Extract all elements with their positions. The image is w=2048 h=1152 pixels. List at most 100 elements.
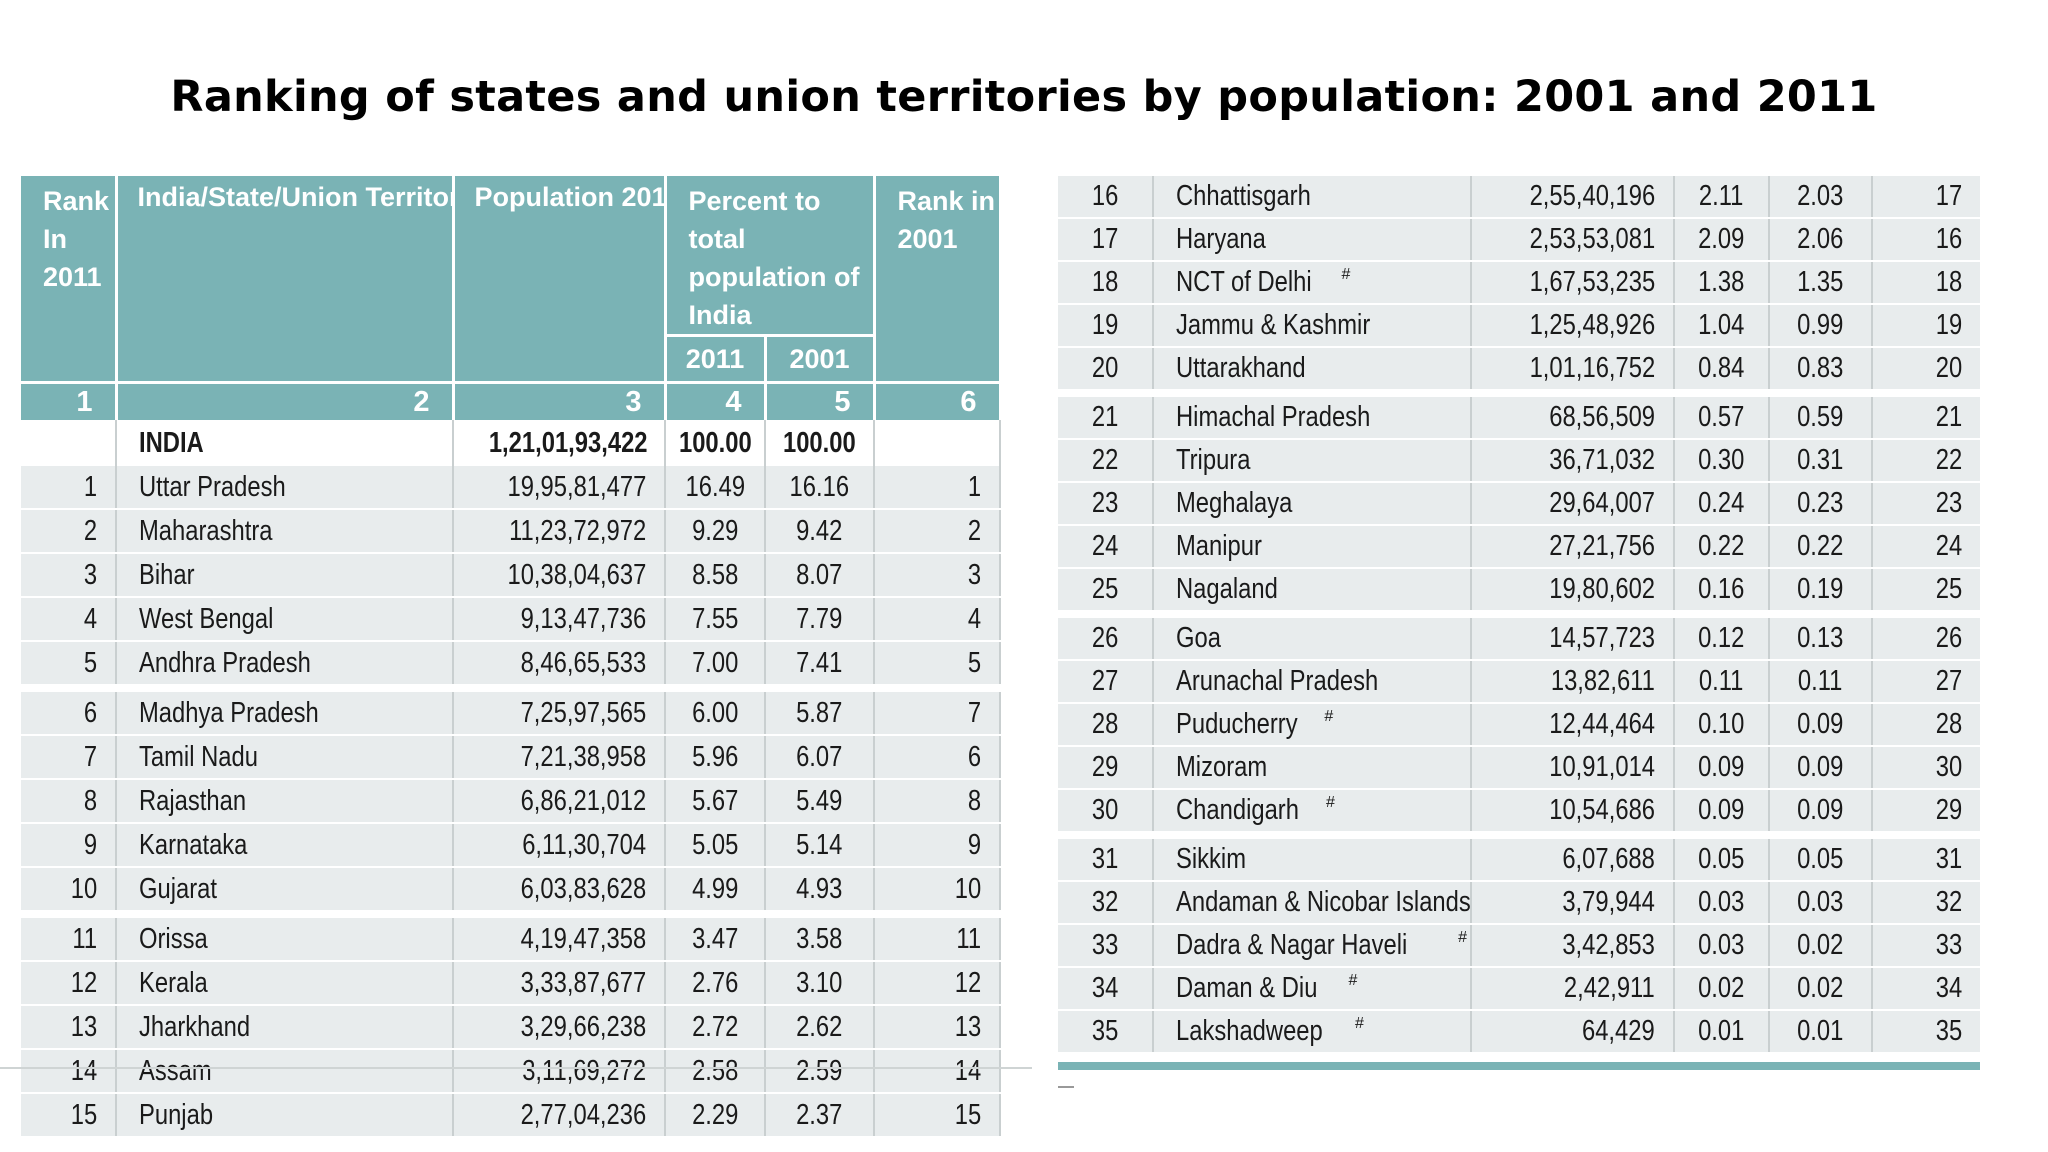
- territory-name-cell: Uttarakhand: [1153, 347, 1472, 394]
- header-year-2001: 2001: [765, 334, 876, 383]
- percent-2001-cell: 0.59: [1769, 389, 1873, 440]
- territory-name-cell: Goa: [1153, 610, 1472, 661]
- rank-2001-cell: 1: [874, 466, 1001, 510]
- percent-2011-cell: 0.02: [1674, 967, 1770, 1011]
- table-row: 23 Meghalaya 29,64,007 0.24 0.23 23: [1058, 482, 1980, 526]
- rank-2011-cell: 3: [21, 553, 117, 598]
- population-cell: 12,44,464: [1471, 703, 1675, 747]
- territory-name-cell: Haryana: [1153, 218, 1472, 262]
- population-cell: 4,19,47,358: [453, 910, 666, 962]
- territory-name-cell: Kerala: [116, 961, 454, 1006]
- rank-2001-cell: 22: [1872, 439, 1980, 483]
- percent-2001-cell: 7.41: [765, 641, 875, 689]
- percent-2011-cell: 0.22: [1674, 525, 1770, 569]
- territory-name-cell: West Bengal: [116, 597, 454, 642]
- rank-2001-cell: 6: [874, 735, 1001, 780]
- rank-2011-cell: 25: [1058, 568, 1154, 615]
- rank-2011-cell: 5: [21, 641, 117, 689]
- table-row: 20 Uttarakhand 1,01,16,752 0.84 0.83 20: [1058, 347, 1980, 394]
- percent-2011-cell: 0.24: [1674, 482, 1770, 526]
- percent-2011-cell: 0.16: [1674, 568, 1770, 615]
- territory-name-cell: NCT of Delhi #: [1153, 261, 1472, 305]
- table-row: 15 Punjab 2,77,04,236 2.29 2.37 15: [21, 1093, 1001, 1138]
- percent-2001-cell: 3.58: [765, 910, 875, 962]
- table-row: 27 Arunachal Pradesh 13,82,611 0.11 0.11 27: [1058, 660, 1980, 704]
- india-label: INDIA: [116, 420, 454, 466]
- rank-2001-cell: 24: [1872, 525, 1980, 569]
- rank-2011-cell: 27: [1058, 660, 1154, 704]
- percent-2001-cell: 5.49: [765, 779, 875, 824]
- table-row: 7 Tamil Nadu 7,21,38,958 5.96 6.07 6: [21, 735, 1001, 780]
- rank-2001-cell: 32: [1872, 881, 1980, 925]
- percent-2011-cell: 0.10: [1674, 703, 1770, 747]
- territory-name-cell: Himachal Pradesh: [1153, 389, 1472, 440]
- percent-2001-cell: 0.83: [1769, 347, 1873, 394]
- territory-name-cell: Tamil Nadu: [116, 735, 454, 780]
- percent-2011-cell: 7.55: [665, 597, 766, 642]
- percent-2011-cell: 1.38: [1674, 261, 1770, 305]
- percent-2001-cell: 9.42: [765, 509, 875, 554]
- territory-name-cell: Jammu & Kashmir: [1153, 304, 1472, 348]
- percent-2001-cell: 5.87: [765, 684, 875, 736]
- table-row: 19 Jammu & Kashmir 1,25,48,926 1.04 0.99 19: [1058, 304, 1980, 348]
- population-cell: 68,56,509: [1471, 389, 1675, 440]
- territory-name-cell: Maharashtra: [116, 509, 454, 554]
- rank-2001-cell: 19: [1872, 304, 1980, 348]
- population-cell: 3,42,853: [1471, 924, 1675, 968]
- rank-2011-cell: 6: [21, 684, 117, 736]
- territory-name-cell: Madhya Pradesh: [116, 684, 454, 736]
- percent-2001-cell: 8.07: [765, 553, 875, 598]
- table-row: 5 Andhra Pradesh 8,46,65,533 7.00 7.41 5: [21, 641, 1001, 689]
- rank-2001-cell: 29: [1872, 789, 1980, 836]
- table-row: 22 Tripura 36,71,032 0.30 0.31 22: [1058, 439, 1980, 483]
- percent-2011-cell: 9.29: [665, 509, 766, 554]
- rank-2001-cell: 17: [1872, 176, 1980, 219]
- rank-2011-cell: 22: [1058, 439, 1154, 483]
- rank-2001-cell: 23: [1872, 482, 1980, 526]
- population-cell: 9,13,47,736: [453, 597, 666, 642]
- rank-2001-cell: 10: [874, 867, 1001, 915]
- rank-2001-cell: 11: [874, 910, 1001, 962]
- percent-2011-cell: 3.47: [665, 910, 766, 962]
- population-cell: 10,38,04,637: [453, 553, 666, 598]
- percent-2001-cell: 0.02: [1769, 924, 1873, 968]
- rank-2001-cell: 35: [1872, 1010, 1980, 1054]
- rank-2011-cell: 18: [1058, 261, 1154, 305]
- rank-2001-cell: 3: [874, 553, 1001, 598]
- percent-2001-cell: 0.11: [1769, 660, 1873, 704]
- territory-name-cell: Orissa: [116, 910, 454, 962]
- table-row: 21 Himachal Pradesh 68,56,509 0.57 0.59 21: [1058, 389, 1980, 440]
- table-row: 10 Gujarat 6,03,83,628 4.99 4.93 10: [21, 867, 1001, 915]
- territory-name-cell: Gujarat: [116, 867, 454, 915]
- territory-name-cell: Tripura: [1153, 439, 1472, 483]
- rank-2001-cell: 28: [1872, 703, 1980, 747]
- rank-2001-cell: 2: [874, 509, 1001, 554]
- percent-2001-cell: 2.37: [765, 1093, 875, 1138]
- rank-2011-cell: 17: [1058, 218, 1154, 262]
- table-row: 1 Uttar Pradesh 19,95,81,477 16.49 16.16 1: [21, 466, 1001, 510]
- footnote-mark: [1058, 1086, 1074, 1088]
- percent-2001-cell: 7.79: [765, 597, 875, 642]
- column-number: 3: [453, 381, 667, 420]
- population-cell: 11,23,72,972: [453, 509, 666, 554]
- population-cell: 2,55,40,196: [1471, 176, 1675, 219]
- rank-2011-cell: 29: [1058, 746, 1154, 790]
- percent-2001-cell: 0.99: [1769, 304, 1873, 348]
- rank-2001-cell: 20: [1872, 347, 1980, 394]
- rank-2011-cell: 20: [1058, 347, 1154, 394]
- percent-2011-cell: 1.04: [1674, 304, 1770, 348]
- table-row: 3 Bihar 10,38,04,637 8.58 8.07 3: [21, 553, 1001, 598]
- rank-2001-cell: 27: [1872, 660, 1980, 704]
- table-row: 6 Madhya Pradesh 7,25,97,565 6.00 5.87 7: [21, 684, 1001, 736]
- percent-2001-cell: 6.07: [765, 735, 875, 780]
- percent-2011-cell: 5.05: [665, 823, 766, 868]
- population-cell: 3,33,87,677: [453, 961, 666, 1006]
- table-row: 14 Assam 3,11,69,272 2.58 2.59 14: [21, 1049, 1001, 1094]
- table-row: 31 Sikkim 6,07,688 0.05 0.05 31: [1058, 831, 1980, 882]
- percent-2011-cell: 0.11: [1674, 660, 1770, 704]
- rank-2011-cell: 35: [1058, 1010, 1154, 1054]
- percent-2001-cell: 0.03: [1769, 881, 1873, 925]
- rank-2001-cell: 25: [1872, 568, 1980, 615]
- population-cell: 27,21,756: [1471, 525, 1675, 569]
- rank-2001-cell: 33: [1872, 924, 1980, 968]
